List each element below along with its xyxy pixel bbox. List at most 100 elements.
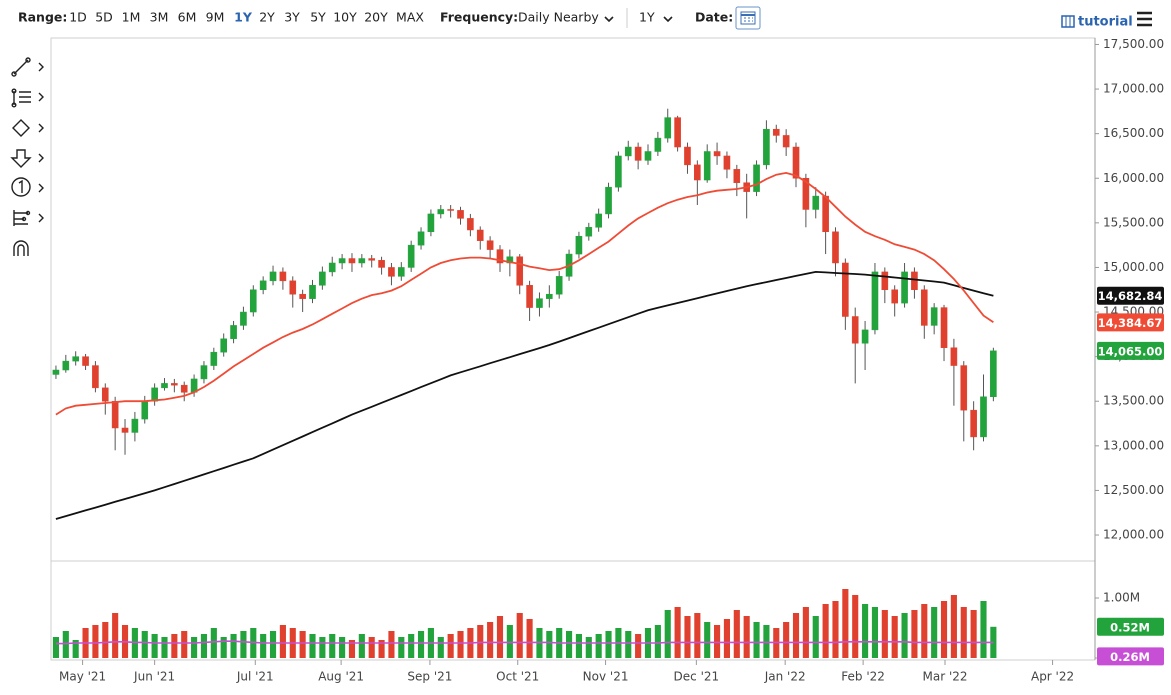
arrow-tool[interactable]: [10, 149, 44, 168]
volume-bar: [309, 634, 316, 658]
candle-body: [920, 289, 928, 326]
volume-bar: [388, 631, 395, 658]
volume-bar: [526, 619, 533, 658]
line-tool[interactable]: [11, 57, 44, 77]
range-button[interactable]: 5D: [95, 10, 113, 25]
volume-badge: [1097, 647, 1164, 666]
candle-body: [950, 347, 958, 366]
volume-bar: [921, 604, 928, 658]
y-tick-label: 13,000.00: [1103, 438, 1164, 452]
x-tick-label: Aug '21: [318, 670, 364, 684]
volume-bar: [960, 607, 967, 658]
volume-bar: [911, 610, 918, 658]
y-tick-label: 13,500.00: [1103, 394, 1164, 408]
range-button[interactable]: 2Y: [259, 10, 275, 25]
range-button[interactable]: 3M: [150, 10, 169, 25]
volume-bar: [704, 622, 711, 658]
moving-average: [55, 171, 994, 416]
fib-tool[interactable]: [11, 88, 44, 108]
x-tick-label: Dec '21: [674, 670, 720, 684]
volume-bar: [457, 631, 464, 658]
volume-average: [55, 640, 994, 645]
volume-bar: [802, 607, 809, 658]
volume-bar: [358, 634, 365, 658]
volume-bar: [852, 595, 859, 658]
volume-bar: [408, 634, 415, 658]
candle-body: [348, 258, 356, 264]
candle-body: [871, 271, 879, 331]
tutorial-link[interactable]: tutorial: [1061, 15, 1133, 30]
price-badge-label: 14,682.84: [1098, 289, 1163, 303]
volume-bar: [269, 631, 277, 658]
volume-bar: [901, 613, 908, 658]
price-badge-label: 14,065.00: [1098, 344, 1163, 358]
frequency-label: Frequency:: [440, 10, 518, 25]
volume-bar: [950, 595, 957, 658]
candle-body: [772, 128, 780, 136]
candle-body: [378, 260, 385, 268]
candle-body: [427, 213, 435, 233]
annotation-tool[interactable]: [11, 177, 44, 197]
magnet-tool[interactable]: [13, 240, 29, 256]
y-tick-label: 12,500.00: [1103, 483, 1164, 497]
candle-body: [812, 195, 820, 210]
candle-body: [723, 155, 731, 170]
candle-body: [960, 365, 968, 411]
menu-button[interactable]: [1137, 11, 1152, 27]
range-button[interactable]: 10Y: [333, 10, 357, 25]
period-select[interactable]: 1Y: [639, 10, 655, 25]
range-button[interactable]: 1D: [69, 10, 87, 25]
range-button[interactable]: 3Y: [284, 10, 300, 25]
candle-body: [111, 400, 119, 429]
volume-bar: [694, 613, 701, 658]
range-button[interactable]: 9M: [206, 10, 225, 25]
volume-bar: [674, 607, 681, 658]
volume-bar: [664, 610, 671, 658]
volume-bar: [723, 619, 730, 658]
volume-bar: [437, 637, 444, 658]
shape-tool[interactable]: [12, 119, 44, 137]
volume-bar: [940, 601, 948, 658]
volume-bar: [398, 637, 405, 658]
volume-bar: [496, 616, 504, 658]
volume-bar: [378, 640, 385, 658]
volume-bar: [812, 616, 819, 658]
pattern-tool[interactable]: [13, 210, 44, 226]
calendar-button[interactable]: [735, 6, 761, 30]
volume-bar: [62, 631, 69, 658]
candle-body: [851, 316, 859, 344]
x-tick-label: Jan '22: [764, 670, 806, 684]
range-button[interactable]: 1M: [122, 10, 141, 25]
volume-bar: [546, 631, 553, 658]
range-button[interactable]: 20Y: [364, 10, 388, 25]
chevron: [604, 16, 614, 23]
candle-body: [249, 289, 257, 313]
candle-body: [299, 293, 306, 299]
volume-bar: [487, 622, 494, 658]
candle-body: [842, 262, 849, 317]
candle-body: [822, 195, 829, 233]
chevron: [663, 16, 673, 23]
candle-body: [792, 146, 800, 179]
candle-body: [595, 213, 602, 228]
volume-bar: [52, 637, 60, 658]
frequency-select[interactable]: Daily Nearby: [518, 10, 599, 25]
candle-body: [101, 387, 109, 402]
candle-body: [990, 350, 997, 398]
volume-bar: [585, 637, 592, 658]
range-button[interactable]: 5Y: [310, 10, 326, 25]
range-button[interactable]: 1Y: [234, 10, 253, 25]
x-tick-label: Feb '22: [841, 670, 885, 684]
volume-bar: [516, 613, 523, 658]
range-button[interactable]: MAX: [396, 10, 424, 25]
tutorial-text[interactable]: tutorial: [1078, 15, 1133, 30]
candle-body: [684, 146, 691, 166]
candle-body: [496, 249, 504, 264]
candle-body: [289, 280, 297, 295]
volume-bar: [191, 637, 198, 658]
price-badge-label: 14,384.67: [1098, 316, 1163, 330]
candle-body: [486, 240, 494, 250]
candle-body: [802, 178, 810, 210]
range-button[interactable]: 6M: [178, 10, 197, 25]
